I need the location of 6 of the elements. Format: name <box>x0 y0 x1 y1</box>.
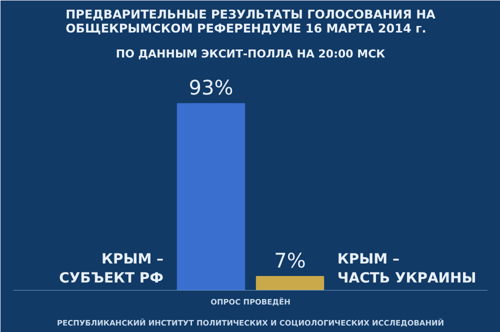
data-label: 93% <box>188 76 234 100</box>
x-tick-label: КРЫМ – СУБЪЕКТ РФ <box>59 251 164 286</box>
data-label: 7% <box>274 248 306 272</box>
chart-subtitle: ПО ДАННЫМ ЭКСИТ-ПОЛЛА НА 20:00 МСК <box>116 48 386 60</box>
x-tick-label: КРЫМ – ЧАСТЬ УКРАИНЫ <box>337 251 476 286</box>
chart-title: ПРЕДВАРИТЕЛЬНЫЕ РЕЗУЛЬТАТЫ ГОЛОСОВАНИЯ НА ОБЩЕКРЫМСКОМ РЕФЕРЕНДУМЕ 16 МАРТА 2014 г. <box>66 8 436 36</box>
